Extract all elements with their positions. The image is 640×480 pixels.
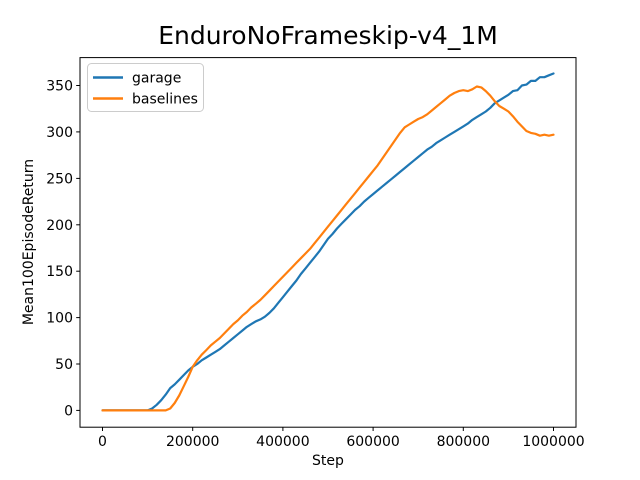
y-tick-label: 0 xyxy=(64,403,73,419)
y-tick-label: 200 xyxy=(46,218,73,234)
legend-label-garage: garage xyxy=(132,71,181,87)
plot-border xyxy=(79,57,577,428)
x-axis-label: Step xyxy=(312,453,344,469)
y-tick-label: 50 xyxy=(55,357,73,373)
y-axis-label: Mean100EpisodeReturn xyxy=(21,159,37,325)
x-tick-label: 200000 xyxy=(166,434,219,450)
x-tick-label: 400000 xyxy=(256,434,309,450)
chart-title: EnduroNoFrameskip-v4_1M xyxy=(158,21,498,50)
x-tick-label: 800000 xyxy=(437,434,490,450)
x-tick-label: 1000000 xyxy=(522,434,584,450)
series-line-0 xyxy=(101,72,555,412)
y-tick-label: 250 xyxy=(46,171,73,187)
x-tick-label: 0 xyxy=(98,434,107,450)
y-tick-label: 150 xyxy=(46,264,73,280)
y-tick-label: 300 xyxy=(46,125,73,141)
series-line-1 xyxy=(101,85,555,412)
y-axis-ticks: 0 50 100 150 200 250 300 350 xyxy=(46,79,80,419)
x-axis-ticks: 0 200000 400000 600000 800000 1000000 xyxy=(98,427,585,450)
plot-area xyxy=(101,72,555,412)
legend-item-garage: garage xyxy=(93,71,181,87)
legend-item-baselines: baselines xyxy=(93,92,198,108)
x-tick-label: 600000 xyxy=(346,434,399,450)
y-tick-label: 100 xyxy=(46,311,73,327)
y-tick-label: 350 xyxy=(46,79,73,95)
legend-label-baselines: baselines xyxy=(132,92,198,108)
legend: garage baselines xyxy=(87,63,204,112)
